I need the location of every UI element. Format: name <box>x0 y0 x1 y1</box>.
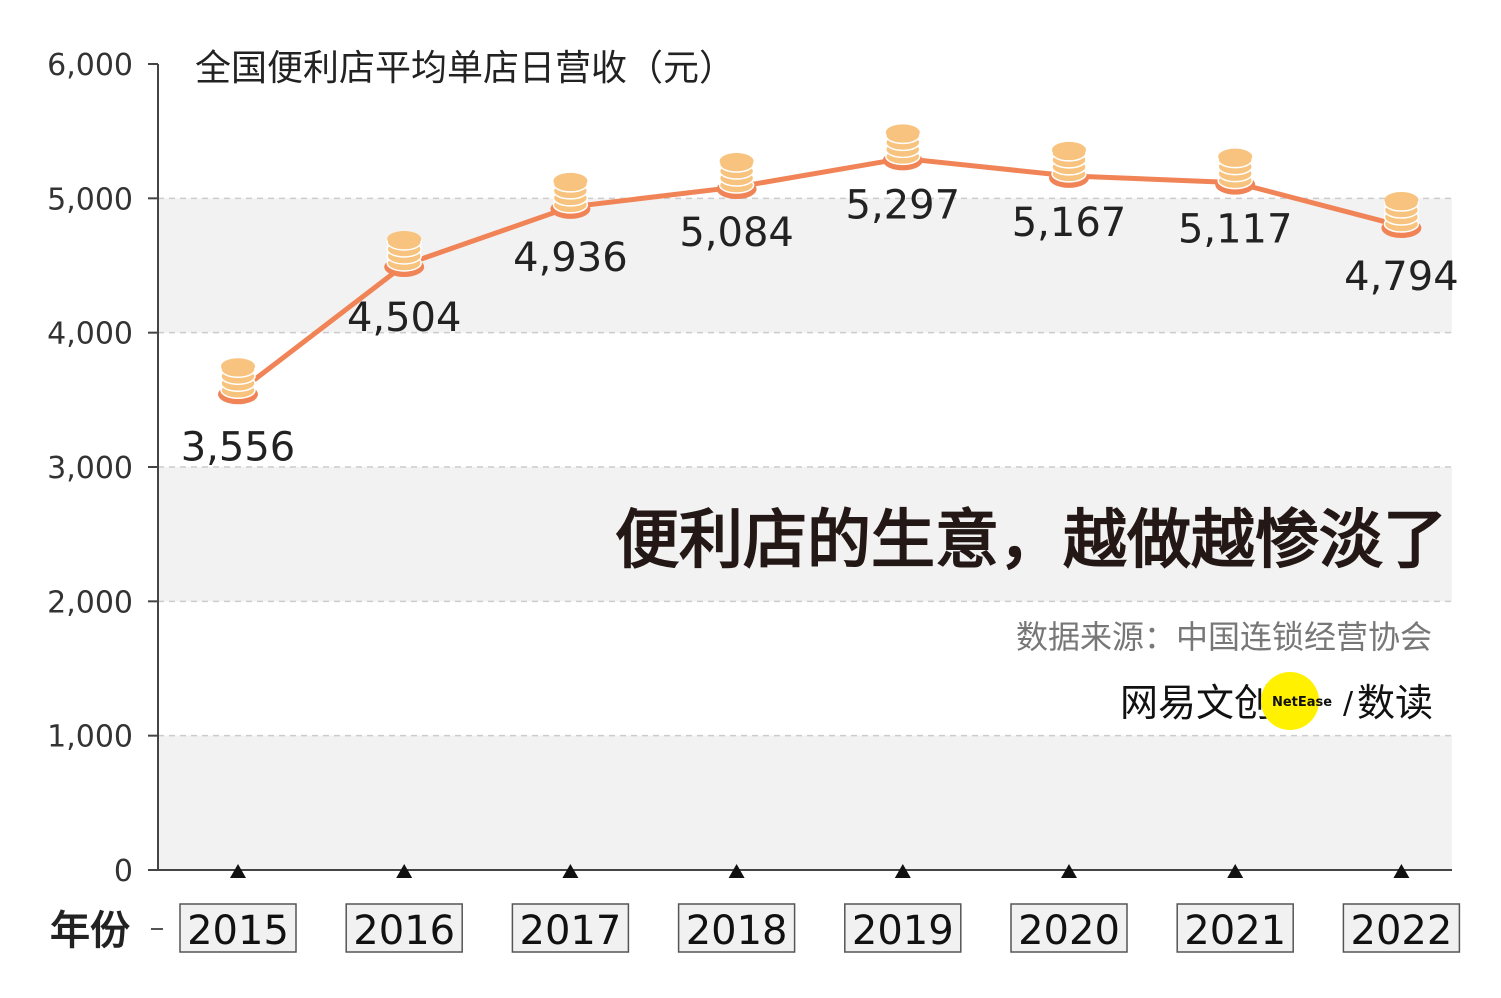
coin-top <box>1384 192 1419 209</box>
x-tick-box-frame <box>1010 903 1128 953</box>
x-tick-box: 2021 <box>1176 903 1294 954</box>
x-tick-box-frame <box>677 903 796 953</box>
x-tick-label: 2017 <box>520 908 622 954</box>
brand-logo: 网易文创 NetEase / 数读 <box>1120 672 1433 730</box>
x-tick-box: 2017 <box>511 903 630 954</box>
x-tick-label: 2021 <box>1184 908 1286 954</box>
y-tick-label: 4,000 <box>47 317 133 352</box>
x-tick-box-frame <box>179 903 297 953</box>
brand-slash: / <box>1343 686 1354 721</box>
background-bands <box>158 198 1452 870</box>
x-tick-marker-icon <box>1227 864 1244 878</box>
coin-top <box>719 153 754 170</box>
coin-top <box>1218 148 1253 165</box>
data-labels: 3,556 4,504 4,936 5,084 5,297 5,167 5,117 4,794 <box>181 182 1459 470</box>
series-line <box>236 155 1403 395</box>
x-tick-box-frame <box>1176 903 1294 953</box>
x-tick-box-frame <box>511 903 630 953</box>
y-tick-label: 1,000 <box>47 720 133 755</box>
coin-stack-icon <box>1381 192 1422 239</box>
coin-top <box>221 358 255 375</box>
x-tick-labels: 2015 2016 2017 2018 2019 2020 2021 2022 <box>179 903 1461 954</box>
coin-stack-icon <box>1049 141 1089 188</box>
y-tick-label: 5,000 <box>47 182 133 217</box>
headline: 便利店的生意，越做越惨淡了 <box>615 504 1447 578</box>
brand-name: 网易文创 <box>1120 681 1272 725</box>
x-tick-label: 2020 <box>1018 908 1120 954</box>
y-tick-label: 6,000 <box>47 48 133 83</box>
coin-stack-icon <box>218 358 258 405</box>
data-label: 5,297 <box>846 182 961 228</box>
chart-title: 全国便利店平均单店日营收（元） <box>195 48 735 89</box>
y-tick-label: 3,000 <box>47 451 133 486</box>
y-tick-label: 2,000 <box>47 585 133 620</box>
data-label: 5,117 <box>1178 207 1293 253</box>
series-polyline <box>236 155 1403 395</box>
data-label: 5,084 <box>679 210 794 256</box>
x-axis-label: 年份 <box>50 908 130 954</box>
data-label: 3,556 <box>181 424 296 470</box>
data-label: 5,167 <box>1012 200 1127 246</box>
x-tick-marker-icon <box>1393 864 1410 878</box>
x-tick-label: 2016 <box>353 908 455 954</box>
x-tick-box: 2018 <box>677 903 796 954</box>
x-tick-box: 2020 <box>1010 903 1128 954</box>
x-tick-markers <box>230 864 1410 878</box>
x-tick-label: 2015 <box>187 908 289 954</box>
x-tick-box: 2019 <box>844 903 962 954</box>
x-tick-box-frame <box>1342 903 1461 953</box>
x-tick-label: 2019 <box>852 908 954 954</box>
x-tick-label: 2018 <box>686 908 788 954</box>
coin-stack-icon <box>384 230 425 277</box>
y-tick-label: 0 <box>114 854 133 889</box>
band <box>158 467 1452 602</box>
brand-badge-text: NetEase <box>1272 695 1332 710</box>
coin-stack-icon <box>882 124 923 171</box>
x-tick-box: 2016 <box>345 903 463 954</box>
data-label: 4,794 <box>1344 254 1459 300</box>
x-tick-box: 2015 <box>179 903 297 954</box>
coin-stack-icon <box>1215 148 1256 195</box>
x-tick-label: 2022 <box>1351 908 1453 954</box>
brand-column: 数读 <box>1357 681 1433 725</box>
x-tick-box-frame <box>844 903 962 953</box>
band <box>158 198 1452 333</box>
coin-stack-icon <box>716 153 757 200</box>
band <box>158 735 1452 870</box>
data-label: 4,504 <box>347 295 462 341</box>
x-tick-marker-icon <box>728 864 745 878</box>
coin-top <box>387 230 422 247</box>
x-tick-box-frame <box>345 903 463 953</box>
data-label: 4,936 <box>513 235 628 281</box>
data-markers <box>218 124 1422 405</box>
x-tick-box: 2022 <box>1342 903 1461 954</box>
y-axis <box>148 63 159 871</box>
coin-top <box>885 124 920 141</box>
data-source: 数据来源：中国连锁经营协会 <box>1016 618 1432 656</box>
x-tick-marker-icon <box>230 864 246 878</box>
brand-badge-icon <box>1261 672 1319 730</box>
coin-top <box>1052 141 1086 158</box>
coin-top <box>553 172 588 189</box>
x-tick-marker-icon <box>894 864 911 878</box>
x-tick-marker-icon <box>1061 864 1077 878</box>
x-tick-marker-icon <box>396 864 413 878</box>
gridlines <box>158 197 1452 737</box>
x-tick-marker-icon <box>562 864 579 878</box>
coin-stack-icon <box>550 172 591 219</box>
y-tick-labels: 0 1,000 2,000 3,000 4,000 5,000 6,000 <box>47 48 133 889</box>
